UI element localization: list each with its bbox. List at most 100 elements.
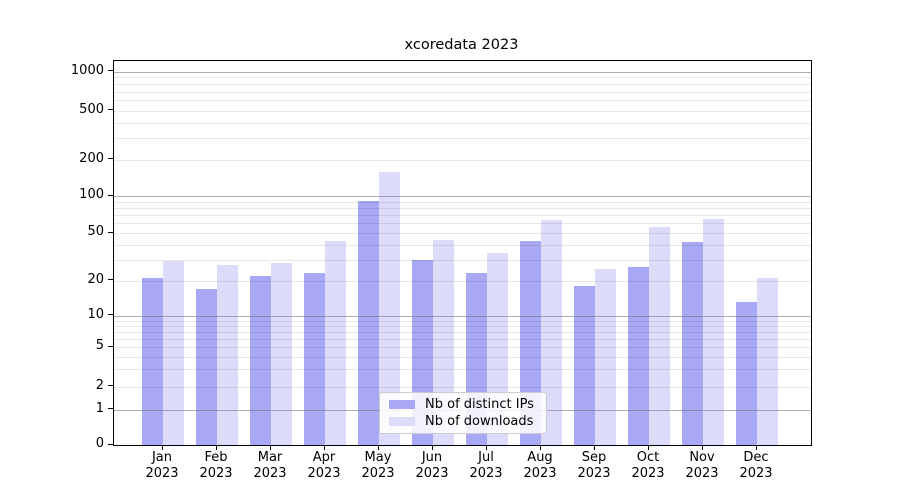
bar-nb-of-downloads-jan [163,261,184,445]
minor-gridline [114,84,811,86]
bar-nb-of-distinct-ips-nov [682,242,703,445]
x-tick-label-aug: Aug 2023 [523,450,556,481]
x-tick-mark [701,445,703,450]
bar-nb-of-distinct-ips-sep [574,285,595,445]
x-tick-mark [593,445,595,450]
x-tick-month: Nov [689,450,715,465]
bar-nb-of-downloads-mar [271,263,292,445]
y-tick-mark [108,279,113,281]
minor-gridline [114,137,811,139]
minor-gridline [114,77,811,79]
x-tick-month: Apr [312,450,336,465]
legend-item-distinct-ips: Nb of distinct IPs [389,397,537,412]
x-tick-label-jul: Jul 2023 [469,450,502,481]
y-tick-mark [108,194,113,196]
x-tick-month: Aug [527,450,553,465]
minor-gridline [114,100,811,102]
bar-nb-of-distinct-ips-feb [196,288,217,445]
minor-gridline [114,208,811,210]
y-tick-label: 20 [87,271,104,287]
x-tick-label-feb: Feb 2023 [199,450,232,481]
legend-label-distinct-ips: Nb of distinct IPs [425,397,534,412]
legend-swatch-distinct-ips [389,400,415,409]
y-tick-mark [108,345,113,347]
x-tick-month: Sep [581,450,607,465]
x-tick-mark [377,445,379,450]
legend-label-downloads: Nb of downloads [425,414,534,429]
x-tick-mark [323,445,325,450]
y-tick-mark [108,443,113,445]
y-tick-label: 2 [95,377,104,393]
x-tick-label-nov: Nov 2023 [685,450,718,481]
minor-gridline [114,110,811,112]
x-tick-month: May [364,450,392,465]
minor-gridline [114,201,811,203]
x-tick-label-jan: Jan 2023 [145,450,178,481]
y-tick-label: 1 [95,400,104,416]
bar-nb-of-downloads-may [379,171,400,445]
chart-title: xcoredata 2023 [404,37,519,53]
minor-gridline [114,347,811,349]
x-tick-year: 2023 [199,465,233,481]
bar-nb-of-distinct-ips-apr [304,273,325,445]
y-tick-label: 100 [79,187,104,203]
bar-nb-of-downloads-nov [703,219,724,445]
x-tick-month: Jan [151,450,173,465]
x-tick-year: 2023 [145,465,179,481]
minor-gridline [114,320,811,322]
minor-gridline [114,331,811,333]
minor-gridline [114,386,811,388]
plot-area: Nb of distinct IPs Nb of downloads [113,60,812,446]
x-tick-label-apr: Apr 2023 [307,450,340,481]
legend-item-downloads: Nb of downloads [389,414,537,429]
bar-nb-of-downloads-oct [649,227,670,445]
y-tick-mark [108,158,113,160]
x-tick-label-may: May 2023 [361,450,394,481]
y-tick-mark [108,70,113,72]
minor-gridline [114,338,811,340]
bar-nb-of-distinct-ips-mar [250,275,271,445]
bar-nb-of-downloads-sep [595,268,616,445]
major-gridline [114,71,811,73]
x-tick-month: Jun [421,450,443,465]
x-tick-year: 2023 [523,465,557,481]
minor-gridline [114,159,811,161]
bar-nb-of-downloads-dec [757,277,778,445]
major-gridline [114,196,811,198]
x-tick-label-dec: Dec 2023 [739,450,772,481]
x-tick-month: Dec [743,450,769,465]
x-tick-mark [755,445,757,450]
bar-nb-of-downloads-aug [541,220,562,445]
bar-nb-of-distinct-ips-may [358,201,379,445]
y-tick-label: 200 [79,150,104,166]
x-tick-year: 2023 [577,465,611,481]
x-tick-label-jun: Jun 2023 [415,450,448,481]
minor-gridline [114,259,811,261]
y-tick-label: 0 [95,436,104,451]
x-tick-mark [485,445,487,450]
x-tick-label-sep: Sep 2023 [577,450,610,481]
minor-gridline [114,325,811,327]
x-tick-label-oct: Oct 2023 [631,450,664,481]
bar-nb-of-downloads-apr [325,241,346,445]
x-tick-year: 2023 [469,465,503,481]
bar-nb-of-distinct-ips-dec [736,302,757,445]
x-tick-year: 2023 [361,465,395,481]
x-tick-year: 2023 [739,465,773,481]
minor-gridline [114,233,811,235]
x-tick-month: Feb [204,450,228,465]
bar-nb-of-downloads-feb [217,265,238,445]
y-tick-label: 50 [87,224,104,240]
x-tick-mark [269,445,271,450]
x-tick-mark [431,445,433,450]
minor-gridline [114,280,811,282]
x-tick-year: 2023 [685,465,719,481]
y-tick-mark [108,109,113,111]
legend: Nb of distinct IPs Nb of downloads [379,392,547,434]
minor-gridline [114,244,811,246]
bar-nb-of-distinct-ips-jan [142,277,163,445]
minor-gridline [114,122,811,124]
minor-gridline [114,215,811,217]
minor-gridline [114,369,811,371]
